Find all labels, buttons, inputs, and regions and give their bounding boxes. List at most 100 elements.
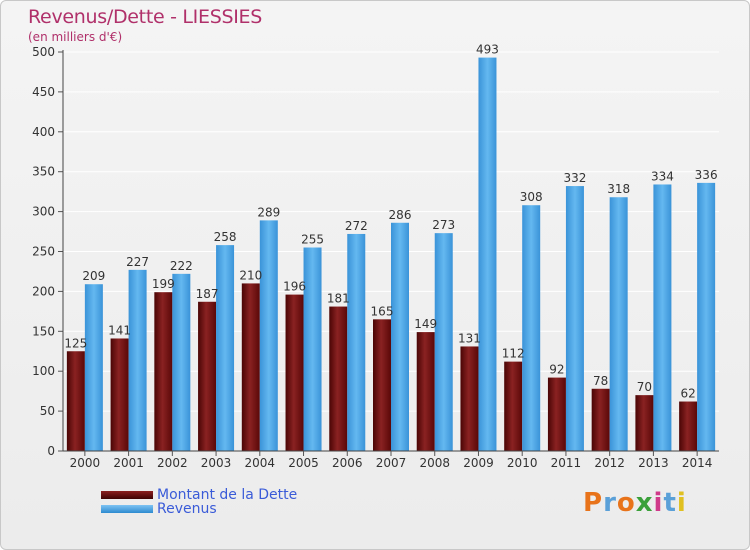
- data-label-debt-2006: 181: [327, 292, 350, 306]
- x-tick-label-2010: 2010: [507, 456, 538, 470]
- data-label-revenue-2004: 289: [257, 205, 280, 219]
- chart-title: Revenus/Dette - LIESSIES: [28, 6, 262, 28]
- bar-revenue-2007: [391, 222, 409, 451]
- data-label-debt-2011: 92: [549, 363, 564, 377]
- y-tick-label: 100: [32, 364, 55, 378]
- y-tick-label: 0: [47, 444, 55, 458]
- bar-debt-2014: [679, 401, 698, 451]
- y-tick-label: 350: [32, 165, 55, 179]
- x-tick-label-2006: 2006: [332, 456, 363, 470]
- data-label-debt-2007: 165: [371, 304, 394, 318]
- bar-revenue-2014: [697, 182, 716, 451]
- bar-debt-2006: [329, 306, 348, 451]
- bar-revenue-2002: [172, 273, 191, 451]
- logo-letter: o: [616, 488, 636, 518]
- bar-debt-2012: [591, 388, 610, 451]
- data-label-revenue-2006: 272: [345, 219, 368, 233]
- y-tick-label: 250: [32, 245, 55, 259]
- y-tick-label: 200: [32, 284, 55, 298]
- data-label-debt-2013: 70: [637, 380, 652, 394]
- data-label-debt-2014: 62: [680, 387, 695, 401]
- data-label-revenue-2008: 273: [432, 218, 455, 232]
- x-tick-label-2012: 2012: [594, 456, 625, 470]
- data-label-revenue-2012: 318: [607, 182, 630, 196]
- data-label-revenue-2009: 493: [476, 43, 499, 57]
- bar-revenue-2010: [522, 205, 541, 451]
- bar-revenue-2011: [565, 186, 584, 451]
- data-label-debt-2000: 125: [64, 336, 87, 350]
- logo-letter: t: [663, 488, 677, 518]
- bar-debt-2011: [547, 377, 566, 451]
- bar-debt-2008: [416, 332, 435, 451]
- x-tick-label-2003: 2003: [201, 456, 232, 470]
- x-tick-label-2005: 2005: [288, 456, 319, 470]
- x-tick-label-2008: 2008: [419, 456, 450, 470]
- legend-label-debt: Montant de la Dette: [157, 487, 298, 503]
- data-label-debt-2008: 149: [414, 317, 437, 331]
- x-tick-label-2007: 2007: [376, 456, 407, 470]
- legend-label-revenue: Revenus: [157, 501, 217, 517]
- bar-debt-2005: [285, 294, 304, 451]
- data-label-revenue-2010: 308: [520, 190, 543, 204]
- x-tick-label-2002: 2002: [157, 456, 188, 470]
- data-label-debt-2003: 187: [196, 287, 219, 301]
- bar-revenue-2000: [84, 284, 103, 451]
- bar-debt-2001: [110, 338, 129, 451]
- logo-letter: x: [635, 488, 654, 518]
- x-tick-label-2009: 2009: [463, 456, 494, 470]
- logo-letter: P: [583, 488, 604, 518]
- x-tick-label-2000: 2000: [70, 456, 101, 470]
- x-tick-label-2004: 2004: [245, 456, 276, 470]
- y-tick-label: 150: [32, 324, 55, 338]
- legend-item-revenue: Revenus: [101, 501, 217, 517]
- data-label-revenue-2013: 334: [651, 169, 674, 183]
- data-label-revenue-2002: 222: [170, 259, 193, 273]
- y-tick-label: 500: [32, 45, 55, 59]
- bar-revenue-2013: [653, 184, 672, 451]
- data-label-revenue-2001: 227: [126, 255, 149, 269]
- bar-debt-2013: [635, 395, 654, 451]
- proxiti-logo: Proxiti: [583, 488, 687, 518]
- bar-debt-2004: [241, 283, 260, 451]
- data-label-debt-2002: 199: [152, 277, 175, 291]
- bar-debt-2007: [373, 319, 391, 451]
- data-label-revenue-2000: 209: [82, 269, 105, 283]
- data-label-debt-2001: 141: [108, 323, 131, 337]
- bar-debt-2003: [198, 301, 217, 451]
- data-label-revenue-2014: 336: [695, 168, 718, 182]
- x-tick-label-2001: 2001: [113, 456, 144, 470]
- data-label-debt-2010: 112: [502, 347, 525, 361]
- y-tick-label: 400: [32, 125, 55, 139]
- data-label-revenue-2011: 332: [563, 171, 586, 185]
- data-label-debt-2004: 210: [239, 268, 262, 282]
- data-label-debt-2005: 196: [283, 280, 306, 294]
- logo-letter: i: [676, 488, 687, 518]
- logo-letter: i: [653, 488, 664, 518]
- logo-letter: r: [603, 488, 617, 518]
- data-label-debt-2012: 78: [593, 374, 608, 388]
- bar-revenue-2004: [259, 220, 278, 451]
- bar-debt-2009: [460, 346, 479, 451]
- data-label-debt-2009: 131: [458, 331, 481, 345]
- legend-item-debt: Montant de la Dette: [101, 487, 297, 503]
- bar-revenue-2003: [216, 245, 235, 451]
- x-tick-label-2013: 2013: [638, 456, 669, 470]
- x-tick-label-2014: 2014: [682, 456, 713, 470]
- y-tick-label: 450: [32, 85, 55, 99]
- data-label-revenue-2005: 255: [301, 233, 324, 247]
- legend-swatch-revenue: [101, 505, 153, 513]
- y-tick-label: 50: [40, 404, 55, 418]
- bar-revenue-2006: [347, 233, 366, 451]
- legend-swatch-debt: [101, 491, 153, 499]
- bar-revenue-2012: [609, 197, 628, 451]
- y-tick-label: 300: [32, 205, 55, 219]
- bar-revenue-2008: [434, 233, 453, 451]
- bar-debt-2002: [154, 292, 173, 451]
- bar-revenue-2005: [303, 247, 322, 451]
- bar-debt-2000: [66, 351, 85, 451]
- data-label-revenue-2007: 286: [389, 208, 412, 222]
- bar-debt-2010: [504, 361, 523, 451]
- chart-subtitle: (en milliers d'€): [28, 30, 123, 44]
- x-tick-label-2011: 2011: [551, 456, 582, 470]
